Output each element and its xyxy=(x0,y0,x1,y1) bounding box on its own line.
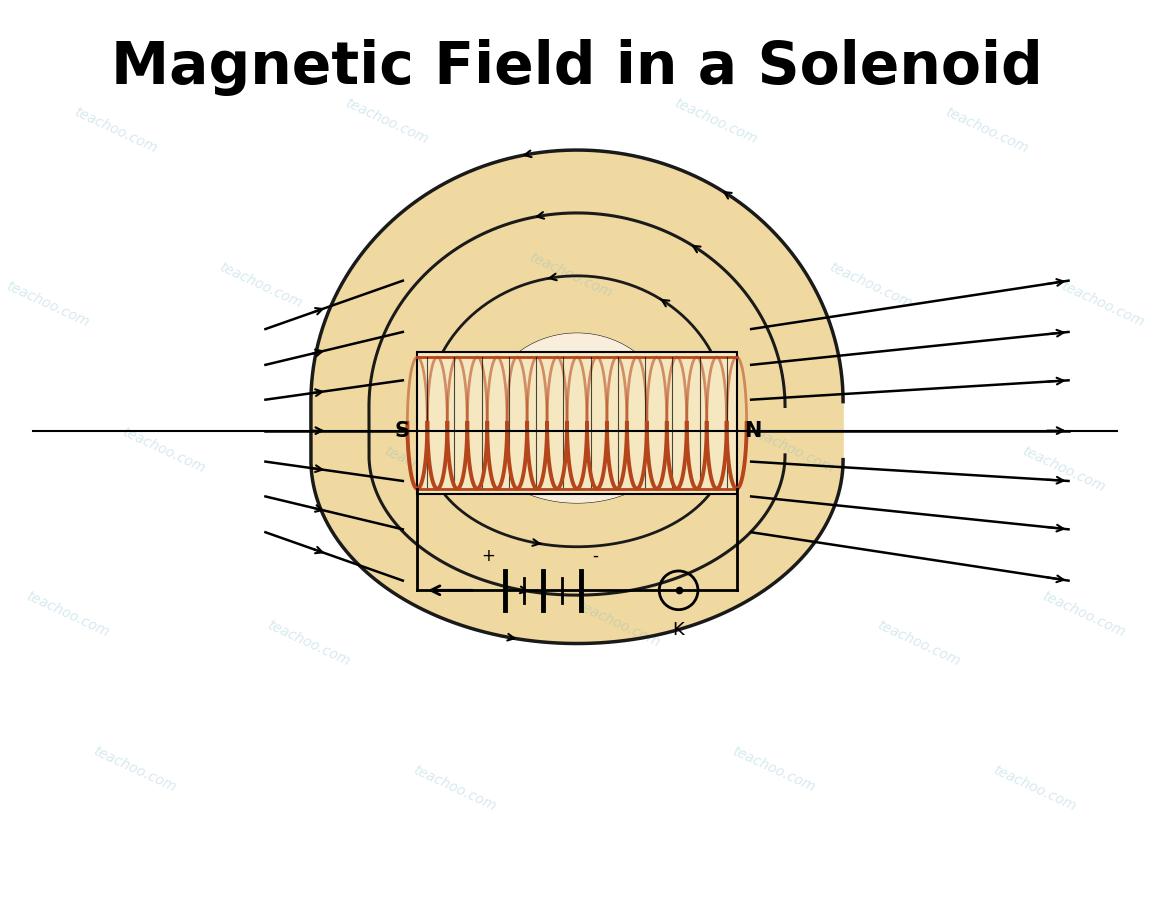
Text: teachoo.com: teachoo.com xyxy=(875,618,962,669)
Text: S: S xyxy=(395,420,410,441)
Text: teachoo.com: teachoo.com xyxy=(672,95,759,147)
Text: teachoo.com: teachoo.com xyxy=(343,95,430,147)
Text: teachoo.com: teachoo.com xyxy=(217,260,305,310)
Text: teachoo.com: teachoo.com xyxy=(1020,444,1108,495)
Text: teachoo.com: teachoo.com xyxy=(382,444,469,495)
Text: teachoo.com: teachoo.com xyxy=(729,744,817,795)
Text: teachoo.com: teachoo.com xyxy=(72,105,159,156)
Text: teachoo.com: teachoo.com xyxy=(91,744,179,795)
Text: teachoo.com: teachoo.com xyxy=(5,280,91,330)
Text: teachoo.com: teachoo.com xyxy=(943,105,1031,156)
Text: teachoo.com: teachoo.com xyxy=(23,590,111,640)
Polygon shape xyxy=(310,150,844,644)
Text: teachoo.com: teachoo.com xyxy=(749,425,837,475)
Text: +: + xyxy=(481,547,495,565)
Text: teachoo.com: teachoo.com xyxy=(526,250,614,302)
Text: N: N xyxy=(744,420,762,441)
Text: teachoo.com: teachoo.com xyxy=(1058,280,1146,330)
Polygon shape xyxy=(485,334,669,502)
Text: teachoo.com: teachoo.com xyxy=(1040,590,1126,640)
Text: -: - xyxy=(592,547,598,565)
Text: teachoo.com: teachoo.com xyxy=(991,763,1078,814)
Text: teachoo.com: teachoo.com xyxy=(265,618,353,669)
Text: teachoo.com: teachoo.com xyxy=(575,598,662,650)
Text: teachoo.com: teachoo.com xyxy=(411,763,497,814)
Text: K: K xyxy=(673,621,684,639)
Text: teachoo.com: teachoo.com xyxy=(120,425,208,475)
Text: Magnetic Field in a Solenoid: Magnetic Field in a Solenoid xyxy=(111,39,1043,95)
Text: teachoo.com: teachoo.com xyxy=(826,260,914,310)
Bar xyxy=(418,352,736,493)
